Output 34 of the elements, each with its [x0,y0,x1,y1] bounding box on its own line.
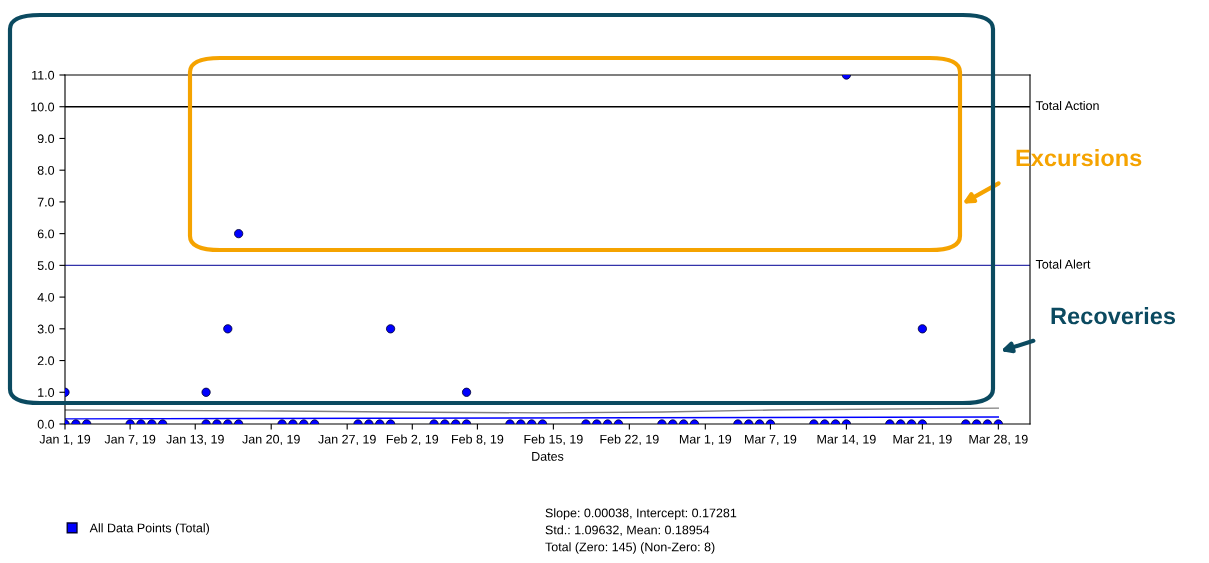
y-tick-label: 1.0 [38,388,55,397]
x-tick-label: Mar 14, 19 [817,434,876,446]
y-tick-label: 10.0 [31,102,55,112]
text: Std.: 1.09632, Mean: 0.18954 [545,525,710,536]
y-tick-label: 4.0 [37,292,55,302]
legend-label: All Data Points (Total) [89,523,210,535]
y-tick-label: 9.0 [37,134,55,144]
x-tick-label: Jan 13, 19 [166,434,224,446]
ref-line-label: Total Alert [1035,259,1091,269]
x-axis-title: Dates [532,452,564,461]
x-tick-label: Mar 28, 19 [969,434,1028,446]
x-tick-label: Mar 21, 19 [893,434,952,446]
y-tick-label: 0.0 [37,419,55,429]
x-tick-label: Feb 15, 19 [524,434,583,446]
x-tick-label: Mar 7, 19 [745,434,797,446]
text: Slope: 0.00038, Intercept: 0.17281 [545,508,737,520]
x-tick-label: Jan 27, 19 [318,434,376,446]
y-tick-label: 11.0 [32,70,55,80]
x-tick-label: Jan 1, 19 [39,434,91,446]
x-tick-label: Feb 22, 19 [600,434,659,446]
y-tick-label: 6.0 [37,229,55,239]
y-tick-label: 5.0 [37,261,55,271]
x-tick-label: Jan 7, 19 [104,434,156,446]
y-tick-label: 3.0 [37,324,55,334]
ref-line-label: Total Action [1035,100,1099,111]
y-tick-label: 7.0 [37,197,55,207]
y-tick-label: 8.0 [37,165,55,175]
x-tick-label: Feb 8, 19 [452,434,504,446]
x-tick-label: Jan 20, 19 [242,434,300,446]
x-tick-label: Feb 2, 19 [386,434,439,446]
y-tick-label: 2.0 [37,356,55,366]
text: Recoveries [1051,307,1176,325]
x-tick-label: Mar 1, 19 [679,434,732,446]
text: Total (Zero: 145) (Non-Zero: 8) [545,542,715,554]
